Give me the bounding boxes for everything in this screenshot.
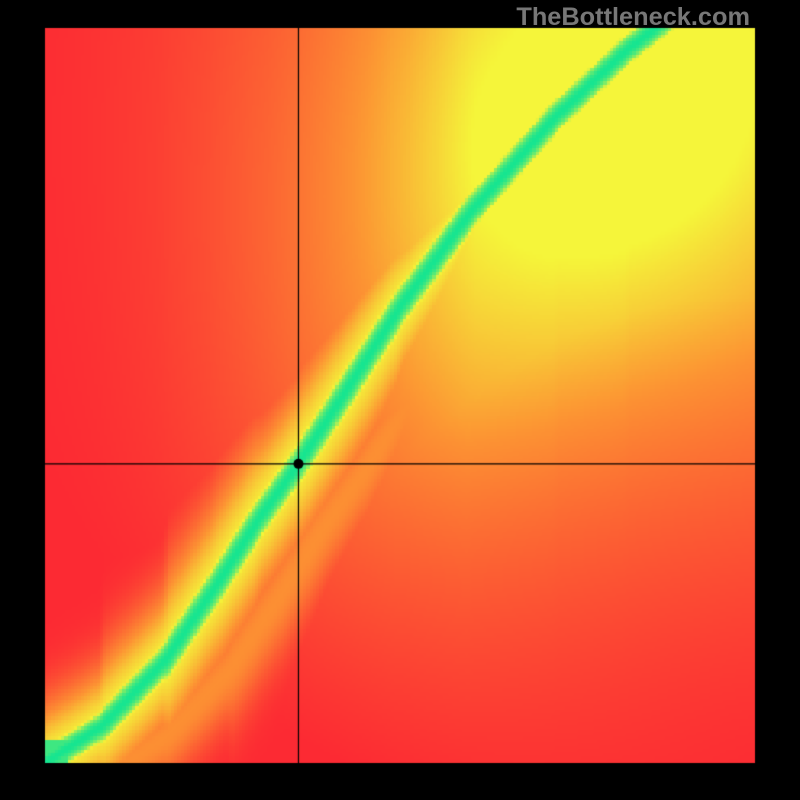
heatmap-canvas bbox=[0, 0, 800, 800]
chart-container: TheBottleneck.com bbox=[0, 0, 800, 800]
